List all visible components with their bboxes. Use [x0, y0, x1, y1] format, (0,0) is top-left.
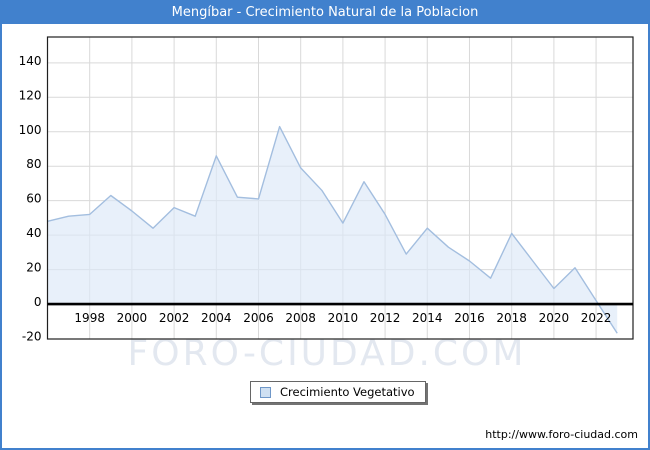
x-tick-label: 2022: [581, 311, 612, 325]
legend: Crecimiento Vegetativo: [250, 381, 426, 403]
title-bar: Mengíbar - Crecimiento Natural de la Pob…: [2, 2, 648, 24]
watermark: FORO-CIUDAD.COM: [127, 333, 527, 374]
y-tick-label: -20: [22, 329, 42, 343]
x-tick-label: 2002: [159, 311, 190, 325]
data-line: [47, 125, 618, 334]
y-tick-label: 100: [19, 123, 42, 137]
x-tick-label: 1998: [74, 311, 105, 325]
x-tick-label: 2004: [201, 311, 232, 325]
y-tick-label: 0: [34, 295, 42, 309]
y-tick-label: 140: [19, 54, 42, 68]
x-tick-label: 2016: [454, 311, 485, 325]
plot-border: [46, 36, 634, 340]
y-tick-label: 20: [26, 261, 41, 275]
legend-label: Crecimiento Vegetativo: [280, 385, 415, 399]
x-tick-label: 2012: [370, 311, 401, 325]
area-fill: [47, 126, 618, 334]
legend-swatch-icon: [260, 386, 271, 398]
y-tick-label: 60: [26, 192, 41, 206]
y-tick-label: 120: [19, 88, 42, 102]
x-tick-label: 2010: [328, 311, 359, 325]
x-tick-label: 2018: [496, 311, 527, 325]
y-axis-labels: -20 0 20 40 60 80 100 120 140: [19, 54, 42, 344]
y-tick-label: 80: [26, 157, 41, 171]
x-tick-label: 2008: [285, 311, 316, 325]
x-tick-label: 2014: [412, 311, 443, 325]
x-axis-labels: 1998 2000 2002 2004 2006 2008 2010 2012 2014 2016…: [74, 311, 611, 325]
chart-title: Mengíbar - Crecimiento Natural de la Pob…: [171, 5, 479, 20]
x-tick-label: 2006: [243, 311, 274, 325]
footer-url: http://www.foro-ciudad.com: [485, 428, 638, 441]
y-tick-label: 40: [26, 226, 41, 240]
x-tick-label: 2000: [117, 311, 148, 325]
x-tick-label: 2020: [539, 311, 570, 325]
